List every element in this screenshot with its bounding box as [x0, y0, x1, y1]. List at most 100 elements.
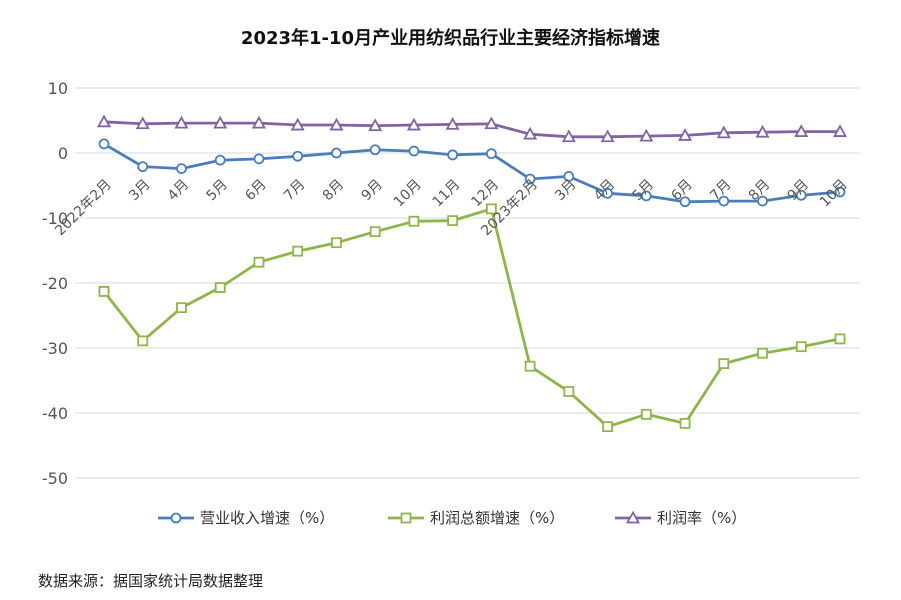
data-point	[331, 147, 342, 159]
series-3	[96, 114, 848, 143]
legend-label: 利润率（%）	[657, 509, 746, 527]
x-tick-label: 5月	[630, 177, 658, 205]
legend-label: 利润总额增速（%）	[430, 509, 564, 527]
data-point	[329, 117, 344, 131]
legend-item-1: 营业收入增速（%）	[158, 509, 334, 527]
series-layer	[96, 114, 848, 433]
data-point	[484, 116, 499, 130]
series-line	[102, 207, 841, 429]
x-tick-label: 2022年2月	[52, 177, 115, 240]
data-point	[563, 170, 575, 182]
data-point	[757, 195, 768, 207]
legend-item-2: 利润总额增速（%）	[388, 509, 564, 527]
data-point	[290, 117, 305, 131]
data-point	[251, 115, 266, 129]
x-tick-label: 5月	[204, 177, 232, 205]
data-point	[369, 144, 381, 156]
x-tick-label: 4月	[165, 177, 193, 205]
x-tick-label: 9月	[358, 177, 386, 205]
data-point	[757, 347, 768, 359]
data-point	[600, 129, 615, 143]
data-point	[406, 117, 421, 131]
data-point	[137, 161, 149, 173]
data-point	[640, 190, 652, 202]
data-point	[96, 114, 112, 128]
x-tick-label: 7月	[281, 177, 309, 205]
y-tick-label: 0	[58, 144, 68, 163]
data-point	[408, 215, 420, 227]
data-point	[214, 282, 226, 293]
y-tick-label: -40	[42, 404, 68, 423]
data-point	[524, 360, 536, 372]
data-point	[98, 138, 110, 150]
data-point	[834, 186, 846, 198]
data-point	[718, 358, 730, 370]
x-tick-label: 12月	[468, 177, 502, 211]
data-point	[795, 189, 807, 201]
data-point	[795, 341, 807, 353]
data-point	[135, 116, 150, 130]
x-tick-label: 10月	[391, 177, 425, 211]
data-point	[678, 128, 693, 141]
data-point	[176, 163, 187, 175]
legend-marker	[400, 512, 412, 524]
data-point	[485, 148, 497, 160]
data-point	[832, 124, 848, 137]
grid-layer	[75, 87, 860, 479]
data-point	[331, 237, 342, 249]
legend-marker	[625, 510, 641, 524]
data-point	[447, 149, 459, 161]
data-point	[716, 125, 731, 139]
legend-label: 营业收入增速（%）	[200, 509, 334, 527]
x-tick-label: 6月	[242, 177, 270, 205]
data-point	[445, 117, 460, 130]
data-point	[524, 173, 536, 185]
data-point	[214, 154, 226, 166]
data-point	[176, 302, 187, 314]
data-point	[485, 203, 497, 215]
source-note: 数据来源：据国家统计局数据整理	[38, 572, 264, 590]
data-point	[447, 215, 459, 227]
data-point	[369, 226, 381, 238]
data-point	[408, 145, 420, 157]
data-point	[98, 286, 110, 297]
x-tick-label: 3月	[126, 177, 154, 205]
data-point	[794, 124, 809, 137]
legend-item-3: 利润率（%）	[615, 509, 746, 527]
data-point	[563, 386, 575, 397]
data-point	[602, 187, 613, 199]
data-point	[137, 335, 149, 347]
data-point	[602, 421, 613, 433]
data-point	[561, 129, 576, 143]
y-tick-label: 10	[48, 79, 68, 98]
y-tick-label: -10	[42, 209, 68, 228]
data-point	[253, 256, 265, 268]
data-point	[679, 196, 691, 208]
data-point	[640, 408, 652, 420]
x-tick-label: 10月	[817, 177, 851, 211]
data-point	[679, 417, 691, 429]
data-point	[639, 128, 654, 142]
data-point	[292, 150, 304, 162]
data-point	[368, 118, 383, 132]
legend-marker	[170, 512, 182, 524]
x-tick-label: 11月	[430, 177, 464, 211]
x-tick-label: 9月	[785, 177, 813, 205]
data-point	[213, 115, 228, 129]
y-tick-label: -30	[42, 339, 68, 358]
y-tick-label: -20	[42, 274, 68, 293]
x-tick-label: 4月	[591, 177, 619, 205]
data-point	[834, 333, 846, 345]
y-tick-label: -50	[42, 469, 68, 488]
series-line	[103, 120, 840, 139]
data-point	[523, 126, 538, 140]
data-point	[292, 245, 304, 257]
series-1	[98, 138, 846, 208]
y-axis: 10 0 -10 -20 -30 -40 -50	[42, 79, 68, 488]
data-point	[755, 124, 770, 138]
x-tick-label: 8月	[320, 177, 348, 205]
legend: 营业收入增速（%） 利润总额增速（%） 利润率（%）	[158, 509, 746, 527]
series-2	[98, 203, 846, 433]
